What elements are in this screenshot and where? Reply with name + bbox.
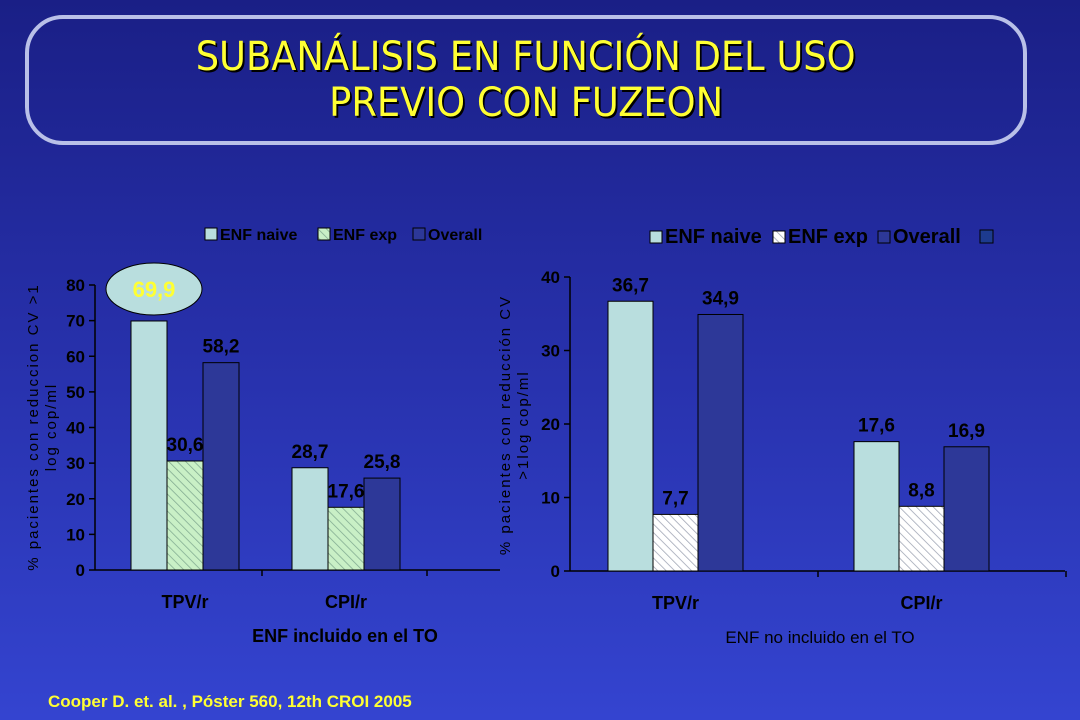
bar-overall [202, 362, 240, 571]
citation: Cooper D. et. al. , Póster 560, 12th CRO… [48, 692, 412, 711]
legend-label: ENF exp [333, 227, 397, 244]
bar-enf-naive [853, 441, 900, 572]
y-tick-label: 10 [66, 525, 85, 544]
data-label: 58,2 [203, 337, 240, 358]
legend-label: ENF naive [220, 227, 297, 244]
data-label: 25,8 [364, 452, 401, 473]
legend-extra-swatch [979, 229, 994, 244]
legend-label: Overall [428, 227, 482, 244]
data-label: 36,7 [612, 275, 649, 296]
y-axis-label-line2: >1log cop/ml [515, 370, 532, 479]
data-label: 7,7 [662, 488, 688, 509]
legend-swatch [877, 230, 891, 244]
bar-enf-exp [898, 505, 945, 572]
y-tick-label: 20 [541, 415, 560, 434]
y-tick-label: 30 [66, 454, 85, 473]
bar-enf-naive [291, 467, 329, 571]
y-tick-label: 40 [66, 419, 85, 438]
legend: ENF naive ENF exp Overall [649, 226, 994, 248]
bar-enf-exp [327, 506, 365, 571]
data-label: 16,9 [948, 421, 985, 442]
y-tick-label: 30 [541, 342, 560, 361]
legend-swatch [317, 227, 331, 241]
y-axis-label-line1: % pacientes con reduccion CV >1 [25, 283, 42, 571]
y-tick-label: 50 [66, 383, 85, 402]
y-tick-label: 80 [66, 276, 85, 295]
chart-enf-included: ENF naive ENF exp Overall 0 10 20 30 40 50 60 70 8… [25, 227, 500, 646]
title-line-2: PREVIO CON FUZEON [328, 80, 723, 126]
legend-label: ENF exp [788, 226, 868, 248]
legend-swatch [412, 227, 426, 241]
data-label: 8,8 [908, 480, 934, 501]
chart-enf-not-included: ENF naive ENF exp Overall 0 10 20 30 40 36,7 7,7… [497, 226, 1067, 647]
legend-swatch [772, 230, 786, 244]
legend-swatch [204, 227, 218, 241]
legend-label: ENF naive [665, 226, 762, 248]
data-label: 30,6 [167, 435, 204, 456]
bar-overall [363, 477, 401, 571]
x-axis-label: ENF no incluido en el TO [725, 628, 914, 647]
category-label: TPV/r [652, 593, 699, 613]
bar-overall [697, 313, 744, 572]
data-label: 34,9 [702, 288, 739, 309]
y-tick-label: 20 [66, 490, 85, 509]
y-axis-label-line1: % pacientes con reducción CV [497, 295, 514, 555]
y-tick-label: 10 [541, 489, 560, 508]
y-tick-label: 0 [76, 561, 85, 580]
data-label: 17,6 [858, 416, 895, 437]
title-box: SUBANÁLISIS EN FUNCIÓN DEL USO PREVIO CO… [25, 15, 1027, 145]
category-label: CPI/r [325, 592, 367, 612]
bar-overall [943, 446, 990, 572]
category-label: TPV/r [161, 592, 208, 612]
bar-enf-exp [166, 460, 204, 571]
y-tick-label: 40 [541, 268, 560, 287]
y-tick-label: 0 [551, 562, 560, 581]
data-label: 17,6 [328, 481, 365, 502]
legend: ENF naive ENF exp Overall [204, 227, 482, 244]
callout-label: 69,9 [133, 277, 176, 302]
title-line-1: SUBANÁLISIS EN FUNCIÓN DEL USO [196, 34, 856, 80]
bar-enf-exp [652, 513, 699, 572]
legend-label: Overall [893, 226, 961, 248]
bar-enf-naive [607, 300, 654, 572]
y-tick-label: 70 [66, 312, 85, 331]
data-label: 28,7 [292, 442, 329, 463]
y-axis-label-line2: log cop/ml [43, 383, 60, 471]
y-tick-label: 60 [66, 347, 85, 366]
category-label: CPI/r [900, 593, 942, 613]
x-axis-label: ENF incluido en el TO [252, 626, 438, 646]
legend-swatch [649, 230, 663, 244]
callout-ellipse [105, 262, 203, 316]
bar-enf-naive [130, 320, 168, 571]
